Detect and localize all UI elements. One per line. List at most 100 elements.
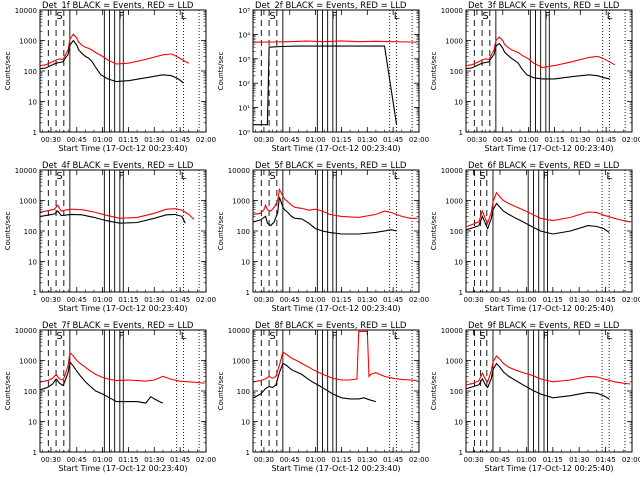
interval-marker-s: S — [479, 331, 485, 342]
y-tick-label: 1 — [33, 289, 37, 297]
x-axis-label: Start Time (17-Oct-12 00:23:40) — [58, 144, 187, 153]
interval-marker-f: F — [543, 331, 549, 342]
y-tick-label: 1 — [246, 289, 250, 297]
y-tick-label: 10 — [28, 419, 37, 427]
x-tick-label: 01:45 — [170, 296, 190, 304]
x-tick-label: 01:30 — [357, 296, 377, 304]
x-tick-label: 00:45 — [67, 136, 87, 144]
y-tick-label: 10000 — [15, 327, 37, 335]
x-tick-label: 00:30 — [254, 136, 274, 144]
series-events-line — [253, 362, 377, 403]
panel-title: Det_4f BLACK = Events, RED = LLD — [42, 161, 194, 171]
y-tick-label: 1000 — [445, 358, 463, 366]
series-lld-line — [253, 330, 418, 383]
x-tick-label: 01:45 — [383, 136, 403, 144]
interval-marker-l: L — [181, 331, 187, 342]
y-tick-label: 100 — [24, 68, 37, 76]
y-tick-label: 10 — [28, 99, 37, 107]
y-tick-label: 1 — [246, 449, 250, 457]
plot-frame — [252, 9, 420, 133]
x-tick-label: 01:30 — [569, 456, 589, 464]
x-tick-label: 01:45 — [170, 136, 190, 144]
panel-title: Det_9f BLACK = Events, RED = LLD — [468, 321, 620, 331]
x-tick-label: 00:30 — [41, 136, 61, 144]
y-tick-label: 100 — [450, 388, 463, 396]
interval-marker-s: S — [56, 171, 62, 182]
x-tick-label: 01:15 — [118, 456, 138, 464]
y-tick-label: 1000 — [19, 358, 37, 366]
y-tick-label: 10² — [238, 80, 250, 88]
series-lld-line — [253, 187, 418, 219]
x-tick-label: 00:30 — [467, 136, 487, 144]
x-tick-label: 01:00 — [516, 456, 536, 464]
x-tick-label: 02:00 — [622, 136, 640, 144]
interval-marker-f: F — [543, 171, 549, 182]
x-axis-label: Start Time (17-Oct-12 00:23:40) — [484, 144, 613, 153]
x-tick-label: 01:15 — [543, 296, 563, 304]
y-tick-label: 1 — [459, 289, 463, 297]
y-tick-label: 10⁴ — [238, 31, 250, 39]
y-tick-label: 100 — [237, 388, 250, 396]
y-tick-label: 10¹ — [238, 105, 250, 113]
interval-marker-l: L — [606, 171, 612, 182]
x-tick-label: 01:45 — [596, 456, 616, 464]
x-tick-label: 01:30 — [144, 456, 164, 464]
x-tick-label: 02:00 — [409, 296, 429, 304]
x-tick-label: 00:45 — [67, 456, 87, 464]
x-tick-label: 00:30 — [41, 456, 61, 464]
x-tick-label: 02:00 — [196, 136, 216, 144]
series-events-line — [253, 196, 397, 235]
x-tick-label: 01:45 — [170, 456, 190, 464]
interval-marker-f: F — [545, 11, 551, 22]
series-events-line — [40, 360, 164, 404]
x-tick-label: 01:30 — [144, 296, 164, 304]
series-events-line — [466, 202, 610, 235]
y-tick-label: 10⁰ — [238, 129, 250, 137]
x-tick-label: 01:30 — [144, 136, 164, 144]
interval-marker-s: S — [479, 171, 485, 182]
y-tick-label: 1000 — [19, 38, 37, 46]
x-tick-label: 00:30 — [254, 296, 274, 304]
series-events-line — [466, 362, 610, 400]
x-tick-label: 01:15 — [331, 296, 351, 304]
plot-frame — [465, 329, 633, 453]
y-axis-label: Counts/sec — [430, 372, 438, 411]
y-tick-label: 10000 — [15, 167, 37, 175]
series-events-line — [253, 45, 398, 126]
panel-title: Det_3f BLACK = Events, RED = LLD — [468, 1, 620, 11]
y-tick-label: 1000 — [232, 358, 250, 366]
interval-marker-f: F — [332, 171, 338, 182]
y-tick-label: 10000 — [15, 7, 37, 15]
interval-marker-s: S — [269, 11, 275, 22]
interval-marker-l: L — [607, 11, 613, 22]
x-tick-label: 00:45 — [67, 296, 87, 304]
interval-marker-s: S — [269, 331, 275, 342]
y-axis-label: Counts/sec — [4, 372, 12, 411]
x-tick-label: 01:15 — [118, 136, 138, 144]
x-tick-label: 01:00 — [519, 136, 539, 144]
y-axis-label: Counts/sec — [430, 212, 438, 251]
x-tick-label: 01:15 — [331, 456, 351, 464]
series-lld-line — [466, 36, 616, 69]
x-tick-label: 01:30 — [357, 136, 377, 144]
y-tick-label: 1000 — [19, 198, 37, 206]
series-lld-line — [40, 351, 205, 384]
series-lld-line — [253, 40, 418, 43]
y-tick-label: 1 — [459, 129, 463, 137]
x-tick-label: 01:15 — [331, 136, 351, 144]
y-axis-label: Counts/sec — [4, 212, 12, 251]
x-tick-label: 01:00 — [306, 296, 326, 304]
series-lld-line — [40, 204, 195, 220]
interval-marker-l: L — [606, 331, 612, 342]
interval-marker-f: F — [332, 11, 338, 22]
y-tick-label: 10 — [454, 99, 463, 107]
y-tick-label: 10 — [241, 419, 250, 427]
y-tick-label: 10⁵ — [238, 7, 250, 15]
x-axis-label: Start Time (17-Oct-12 00:23:40) — [58, 464, 187, 473]
x-tick-label: 00:30 — [41, 296, 61, 304]
y-axis-label: Counts/sec — [217, 52, 225, 91]
x-tick-label: 00:30 — [464, 456, 484, 464]
y-axis-label: Counts/sec — [217, 212, 225, 251]
